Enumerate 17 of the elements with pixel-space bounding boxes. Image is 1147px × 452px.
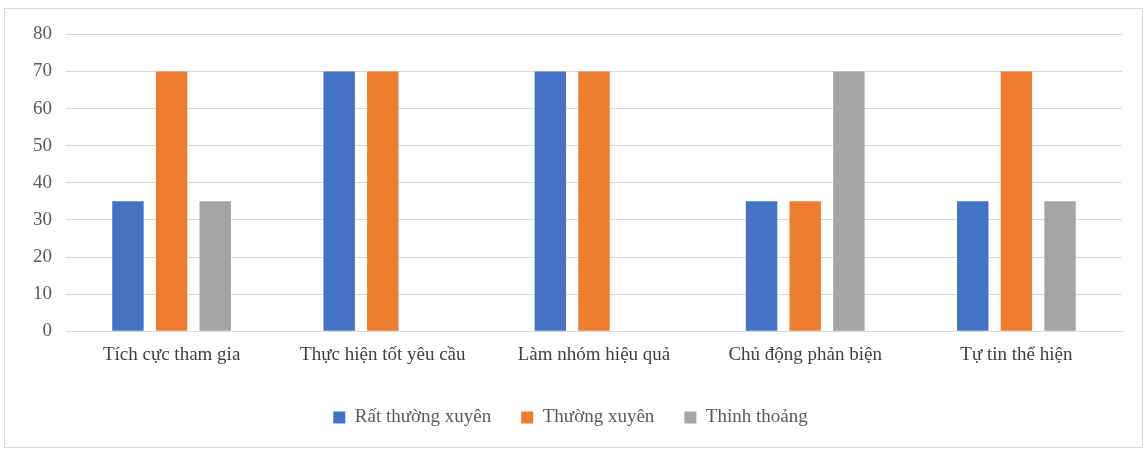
legend-label: Thường xuyên (542, 405, 655, 427)
y-tick-label: 80 (33, 22, 52, 44)
y-tick-label: 70 (33, 59, 52, 81)
y-tick-label: 10 (33, 282, 52, 304)
y-tick-label: 20 (33, 244, 52, 266)
legend-label: Thỉnh thoảng (705, 405, 809, 427)
x-tick-label: Tích cực tham gia (102, 342, 241, 364)
y-tick-label: 0 (42, 319, 52, 341)
y-tick-label: 30 (33, 207, 52, 229)
x-tick-label: Thực hiện tốt yêu cầu (300, 342, 466, 364)
legend-label: Rất thường xuyên (354, 405, 492, 427)
x-tick-label: Làm nhóm hiệu quả (517, 342, 671, 364)
y-tick-label: 40 (33, 170, 52, 192)
y-tick-label: 60 (33, 96, 52, 118)
y-tick-label: 50 (33, 133, 52, 155)
x-tick-label: Chủ động phản biện (728, 342, 883, 364)
x-tick-label: Tự tin thể hiện (960, 342, 1073, 364)
